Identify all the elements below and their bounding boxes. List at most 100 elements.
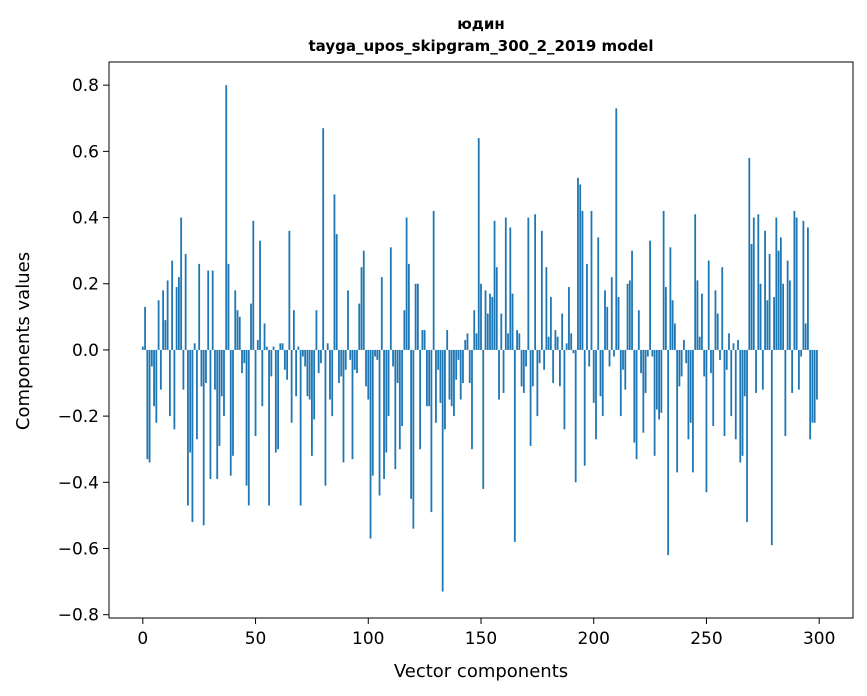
bar-component-124 [421, 330, 424, 350]
bar-component-54 [263, 323, 266, 350]
bar-component-219 [635, 349, 638, 460]
bar-component-235 [671, 300, 674, 350]
bar-component-74 [308, 349, 311, 400]
bar-component-45 [243, 349, 246, 364]
bar-component-141 [459, 349, 462, 400]
bar-component-139 [455, 349, 458, 380]
bar-component-185 [559, 349, 561, 387]
bar-component-134 [444, 349, 446, 430]
bar-component-31 [211, 270, 214, 350]
bar-component-264 [737, 340, 739, 350]
plot-frame [108, 61, 854, 619]
bar-component-177 [540, 230, 543, 350]
bar-component-55 [265, 346, 268, 350]
bar-component-224 [646, 349, 649, 357]
bar-component-24 [196, 349, 198, 440]
y-tick-label: −0.4 [58, 473, 99, 493]
bar-component-32 [214, 349, 216, 390]
bar-component-2 [146, 349, 149, 460]
bar-component-213 [622, 349, 624, 370]
bar-component-39 [229, 349, 232, 476]
x-tick-label: 100 [352, 629, 384, 649]
bar-component-229 [658, 349, 661, 420]
bar-component-0 [141, 346, 144, 350]
bar-component-261 [730, 349, 733, 417]
bar-component-131 [437, 349, 440, 370]
bar-component-151 [482, 349, 485, 489]
bar-component-193 [577, 177, 579, 350]
bar-component-14 [173, 349, 176, 430]
bar-component-160 [502, 349, 505, 393]
bar-component-116 [403, 310, 406, 350]
bar-component-33 [216, 349, 219, 479]
bar-component-135 [446, 330, 449, 350]
bar-component-43 [238, 316, 241, 350]
bar-component-296 [809, 349, 812, 440]
bar-component-242 [687, 349, 690, 440]
bar-component-181 [549, 296, 552, 350]
y-tick-label: −0.2 [58, 407, 99, 427]
bar-component-244 [692, 349, 694, 473]
bar-component-195 [581, 210, 584, 350]
bar-component-267 [743, 349, 746, 397]
bar-component-164 [511, 293, 514, 350]
bar-component-40 [232, 349, 234, 456]
bar-component-198 [588, 349, 591, 367]
bar-component-78 [317, 349, 320, 374]
bar-component-287 [788, 280, 791, 350]
bar-component-225 [649, 240, 651, 350]
bar-component-276 [764, 230, 766, 350]
bar-component-92 [349, 349, 352, 360]
bar-component-172 [529, 349, 532, 446]
bar-component-257 [721, 267, 724, 350]
bar-component-130 [435, 349, 437, 423]
bar-component-145 [468, 349, 471, 384]
bar-component-152 [484, 290, 487, 350]
bar-component-35 [220, 349, 223, 397]
bar-component-6 [155, 349, 158, 423]
bar-component-107 [383, 349, 385, 479]
bar-component-11 [166, 280, 169, 350]
bar-component-65 [288, 230, 291, 350]
bar-component-255 [716, 313, 719, 350]
bar-component-199 [590, 210, 593, 350]
bar-component-87 [338, 349, 340, 384]
bar-component-209 [613, 349, 615, 357]
bar-component-80 [322, 128, 325, 350]
bar-component-236 [673, 323, 676, 350]
bar-component-179 [545, 267, 548, 350]
bar-component-154 [489, 293, 491, 350]
bar-component-221 [640, 349, 642, 374]
bar-component-21 [189, 349, 192, 453]
bar-component-226 [651, 349, 654, 357]
bar-component-263 [734, 349, 737, 440]
bar-component-239 [680, 349, 683, 377]
bar-component-222 [642, 349, 645, 433]
bar-component-9 [162, 290, 165, 350]
bar-component-7 [157, 300, 160, 350]
bar-component-295 [807, 227, 809, 350]
bar-component-202 [597, 237, 600, 350]
bar-component-96 [358, 303, 361, 350]
bar-component-103 [374, 349, 376, 357]
bar-component-186 [561, 313, 564, 350]
bar-component-125 [423, 330, 426, 350]
bar-component-240 [683, 340, 685, 350]
bar-component-168 [520, 349, 523, 387]
bar-component-41 [234, 290, 237, 350]
bar-component-258 [723, 349, 726, 436]
bar-component-275 [761, 349, 764, 390]
bar-component-167 [518, 333, 521, 350]
bar-component-241 [685, 349, 688, 364]
bar-component-42 [236, 310, 239, 350]
bar-component-290 [795, 217, 798, 350]
bar-component-26 [200, 349, 203, 387]
bar-component-140 [457, 349, 460, 360]
bar-component-171 [527, 217, 530, 350]
bar-component-117 [405, 217, 408, 350]
bar-component-46 [245, 349, 248, 486]
bar-component-184 [556, 336, 559, 350]
bar-component-191 [572, 349, 575, 354]
bar-component-212 [619, 349, 622, 417]
